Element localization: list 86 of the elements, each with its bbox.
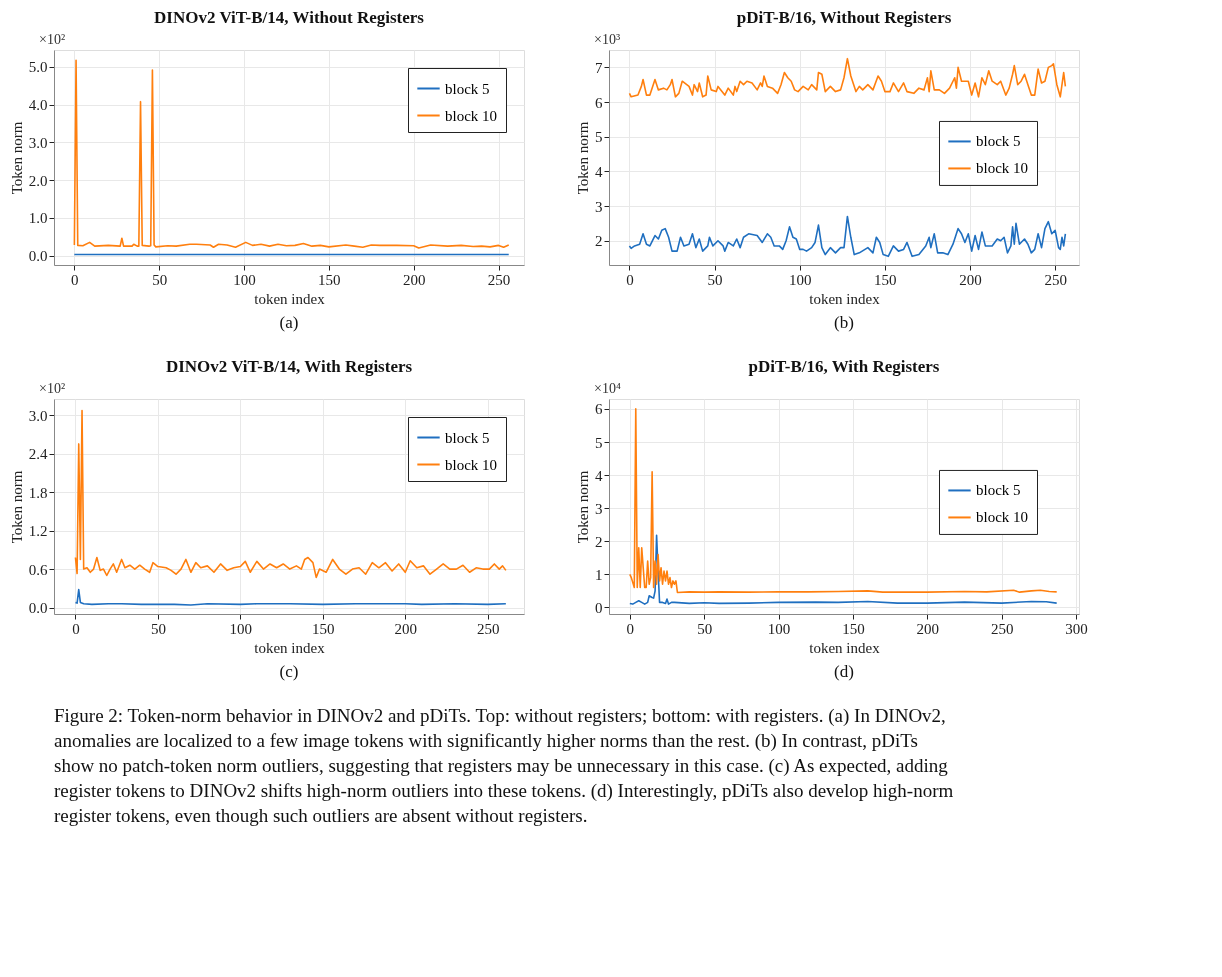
x-tick-label: 300: [1065, 620, 1088, 637]
text: (a): [279, 313, 299, 332]
y-tick-label: 2: [595, 533, 603, 550]
x-tick-label: 0: [626, 620, 635, 637]
y-tick-label: 3: [595, 198, 603, 215]
x-tick-label: 250: [1044, 271, 1067, 288]
x-tick-label: 0: [626, 271, 634, 288]
legend-label: block 10: [445, 456, 498, 473]
caption: Figure 2: Token-norm behavior in DINOv2 and pDiTs. Top: without registers; bottom: with registers. (a) In DINOv2, anomalies are localized to a few image tokens with significantly higher norms than the rest. (b) In contrast, pDiTs show no patch-token norm outliers, suggesting that registers may be unnecessary in this case. (c) As expected, adding register tokens to DINOv2 shifts high-norm outliers into these tokens. (d) Interestingly, pDiTs also develop high-norm register tokens, even though such outliers are absent without registers.: [54, 705, 954, 826]
y-tick-label: 1.2: [28, 523, 48, 540]
y-axis-title: Token norm: [8, 121, 25, 195]
y-tick-label: 2.0: [28, 172, 48, 189]
text: ×10⁴: [594, 381, 621, 396]
text: (b): [834, 313, 854, 332]
y-tick-label: 6: [595, 94, 603, 111]
x-tick-label: 250: [990, 620, 1014, 637]
y-tick-label: 3: [595, 500, 603, 517]
x-axis-title: token index: [254, 639, 326, 656]
x-tick-label: 200: [959, 271, 982, 288]
legend-label: block 10: [976, 509, 1029, 526]
y-tick-label: 2: [595, 233, 603, 250]
line-series: [74, 588, 507, 606]
legend-label: block 5: [976, 133, 1021, 150]
line-series: [73, 59, 510, 249]
y-tick-label: 3.0: [28, 134, 48, 151]
y-axis-title: Token norm: [575, 121, 591, 195]
x-tick-label: 100: [229, 620, 253, 637]
y-tick-label: 5: [595, 434, 603, 451]
y-axis-title: Token norm: [575, 470, 591, 544]
chart-title: pDiT-B/16, With Registers: [748, 357, 940, 376]
legend-label: block 10: [445, 107, 498, 124]
x-tick-label: 200: [402, 271, 426, 288]
chart-title: DINOv2 ViT-B/14, Without Registers: [154, 8, 425, 27]
y-tick-label: 0: [595, 599, 603, 616]
x-tick-label: 50: [150, 620, 166, 637]
line-series: [74, 409, 507, 579]
y-tick-label: 4: [595, 163, 603, 180]
chart-title: pDiT-B/16, Without Registers: [736, 8, 952, 27]
text: ×10²: [39, 381, 66, 396]
legend-label: block 5: [445, 80, 490, 97]
y-tick-label: 1: [595, 566, 603, 583]
legend-label: block 10: [976, 160, 1029, 177]
text: (d): [834, 662, 854, 681]
line-series: [628, 57, 1067, 98]
x-tick-label: 250: [487, 271, 511, 288]
y-tick-label: 2.4: [28, 446, 48, 463]
y-tick-label: 3.0: [28, 407, 48, 424]
text: (c): [279, 662, 299, 681]
text: ×10²: [39, 32, 66, 47]
x-axis-title: token index: [809, 290, 881, 307]
y-tick-label: 7: [595, 59, 603, 76]
x-tick-label: 100: [767, 620, 791, 637]
line-series: [628, 215, 1067, 258]
x-tick-label: 0: [71, 271, 79, 288]
y-tick-label: 4.0: [28, 97, 48, 114]
x-tick-label: 0: [72, 620, 80, 637]
legend-label: block 5: [976, 482, 1021, 499]
x-tick-label: 150: [312, 620, 335, 637]
x-tick-label: 100: [233, 271, 256, 288]
y-tick-label: 0.6: [28, 561, 48, 578]
x-tick-label: 200: [394, 620, 418, 637]
x-tick-label: 150: [874, 271, 897, 288]
y-tick-label: 1.0: [28, 210, 48, 227]
line-series: [629, 534, 1058, 605]
y-tick-label: 1.8: [28, 484, 48, 501]
y-tick-label: 0.0: [28, 248, 48, 265]
legend-label: block 5: [445, 429, 490, 446]
y-tick-label: 6: [595, 401, 603, 418]
x-tick-label: 50: [152, 271, 168, 288]
y-axis-title: Token norm: [8, 470, 25, 544]
text: ×10³: [594, 32, 621, 47]
x-tick-label: 150: [318, 271, 341, 288]
y-tick-label: 5.0: [28, 59, 48, 76]
x-axis-title: token index: [809, 639, 881, 656]
x-tick-label: 50: [707, 271, 723, 288]
chart-title: DINOv2 ViT-B/14, With Registers: [165, 357, 413, 376]
y-tick-label: 4: [595, 467, 603, 484]
x-tick-label: 150: [842, 620, 865, 637]
x-tick-label: 250: [476, 620, 500, 637]
x-tick-label: 50: [697, 620, 713, 637]
y-tick-label: 0.0: [28, 600, 48, 617]
x-tick-label: 200: [916, 620, 940, 637]
y-tick-label: 5: [595, 129, 603, 146]
x-tick-label: 100: [788, 271, 812, 288]
x-axis-title: token index: [254, 290, 326, 307]
line-series: [629, 408, 1058, 594]
